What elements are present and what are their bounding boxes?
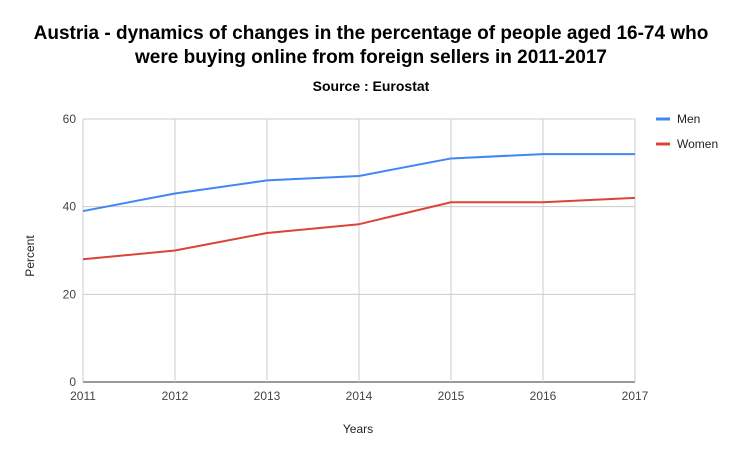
x-tick-label: 2013 (254, 389, 281, 403)
x-tick-label: 2012 (162, 389, 189, 403)
chart-title-line-2: were buying online from foreign sellers … (135, 47, 607, 68)
series-layer (82, 153, 636, 261)
chart-title: Austria - dynamics of changes in the per… (0, 22, 742, 70)
grid-layer (82, 118, 636, 383)
y-tick-label: 0 (69, 375, 76, 389)
legend-label-men: Men (677, 112, 700, 126)
x-tick-label: 2011 (70, 389, 96, 403)
y-tick-label: 60 (63, 112, 77, 126)
x-axis-label: Years (343, 422, 373, 436)
x-tick-label: 2016 (530, 389, 557, 403)
y-tick-label: 40 (63, 200, 77, 214)
chart-title-line-1: Austria - dynamics of changes in the per… (33, 23, 709, 44)
x-tick-label: 2014 (346, 389, 373, 403)
x-tick-label: 2017 (622, 389, 649, 403)
legend: Men Women (656, 112, 718, 151)
legend-label-women: Women (677, 137, 718, 151)
y-axis-label: Percent (23, 235, 37, 277)
y-tick-label: 20 (63, 287, 77, 301)
x-tick-label: 2015 (438, 389, 465, 403)
chart-subtitle: Source : Eurostat (312, 78, 430, 94)
tick-layer: 0 20 40 60 2011 2012 2013 2014 2015 2016 2017 (63, 112, 649, 403)
